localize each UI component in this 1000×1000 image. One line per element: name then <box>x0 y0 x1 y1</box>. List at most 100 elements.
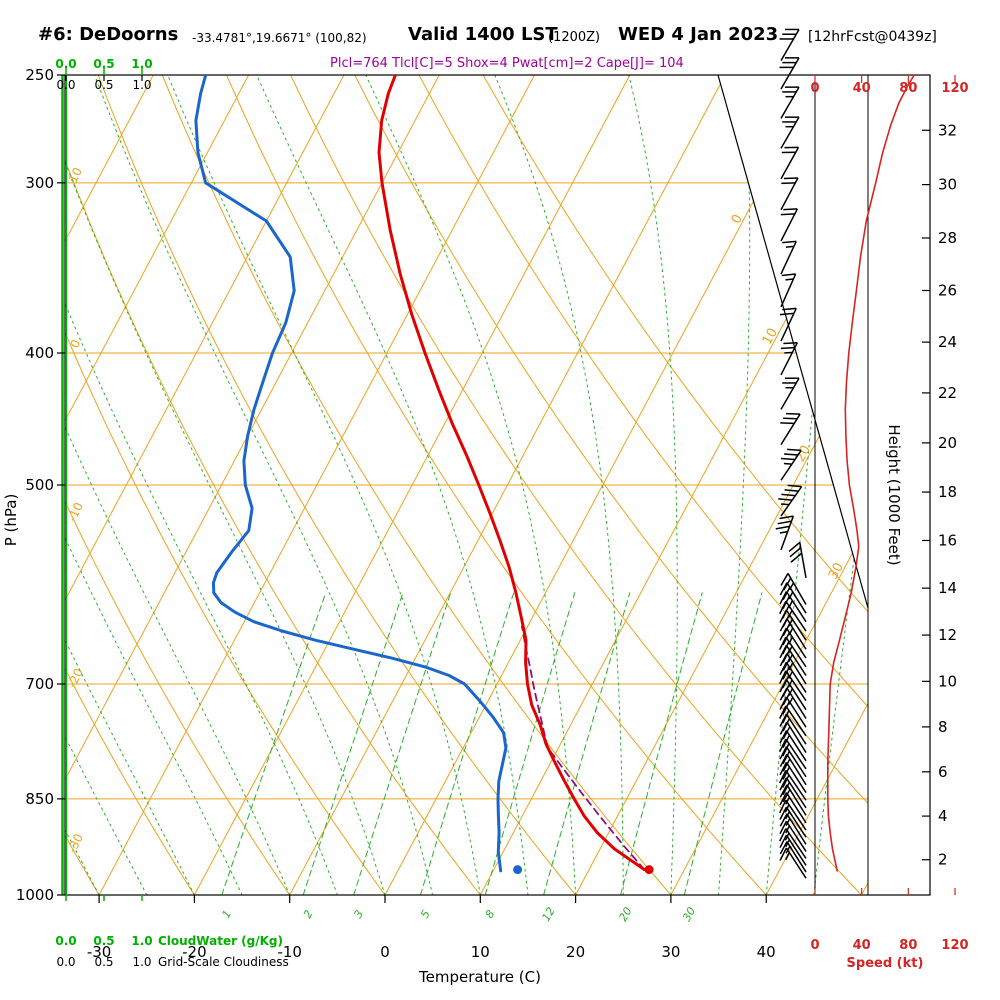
skew-boundary-diagonal <box>717 74 869 609</box>
moist-adiabat-line <box>94 75 434 895</box>
temperature-tick-label: 30 <box>661 943 680 961</box>
moist-adiabat-line <box>813 75 868 895</box>
dry-adiabat-line <box>65 75 195 895</box>
wind-barb-staff <box>786 753 807 786</box>
wind-barb-feather <box>779 653 788 667</box>
dry-adiabat-label: 0 <box>67 337 83 350</box>
isotherm-line <box>289 75 726 895</box>
mixing-ratio-label: 30 <box>680 905 698 924</box>
wind-barb-feather <box>788 541 801 552</box>
wind-barb-feather <box>779 847 788 861</box>
pressure-tick-label: 500 <box>25 476 54 494</box>
isotherm-line <box>65 75 440 895</box>
moist-adiabat-line <box>167 75 481 895</box>
wind-barb-feather <box>779 591 788 605</box>
dry-adiabat-line <box>65 75 291 895</box>
wind-barb-feather <box>779 515 794 520</box>
wind-barb-feather <box>779 696 788 710</box>
wind-barb-feather <box>782 692 791 706</box>
cloudwater-scale-label-bottom: 1.0 <box>131 934 152 948</box>
dry-adiabat-line <box>65 75 481 895</box>
wind-barb-feather <box>779 738 787 752</box>
moist-adiabat-line <box>365 75 577 895</box>
wind-barb-half-feather <box>785 818 791 826</box>
dry-adiabat-line <box>354 75 868 895</box>
wind-barb-feather <box>779 687 788 701</box>
wind-barb-feather <box>782 307 797 311</box>
wind-barb-feather <box>787 484 802 488</box>
wind-barb-feather <box>782 789 791 803</box>
wind-barb-feather <box>779 609 788 623</box>
wind-barb-feather <box>779 820 788 835</box>
wind-barb-feather <box>779 762 788 776</box>
cloudwater-scale-label-top: 0.0 <box>55 57 76 71</box>
moist-adiabat-line <box>65 75 386 895</box>
dry-adiabat-label: -20 <box>65 666 86 690</box>
wind-barb-feather <box>782 726 791 740</box>
wind-barb-half-feather <box>785 796 791 805</box>
wind-barb-half-feather <box>788 591 794 600</box>
wind-barb-feather <box>779 753 788 767</box>
mixing-ratio-line <box>221 592 327 895</box>
wind-barb-feather <box>778 498 793 501</box>
speed-tick-label-bottom: 40 <box>853 938 871 953</box>
grid-layer <box>65 75 868 895</box>
pressure-tick-label: 1000 <box>16 886 54 904</box>
height-tick-label: 30 <box>938 176 957 194</box>
wind-barb-half-feather <box>785 825 791 834</box>
wind-speed-trace <box>827 74 915 872</box>
wind-barb-feather <box>781 493 796 497</box>
wind-barb-feather <box>779 705 787 719</box>
surface-temp-dot <box>644 865 654 875</box>
height-tick-label: 22 <box>938 384 957 402</box>
moist-adiabat-line <box>256 75 529 895</box>
wind-barb-feather <box>780 346 795 350</box>
cloudiness-scale-label-bottom: 0.0 <box>56 955 75 969</box>
mixing-ratio-line <box>620 592 703 895</box>
wind-barb-feather <box>784 489 799 492</box>
wind-barb-feather <box>779 600 787 615</box>
wind-barb-staff <box>785 847 807 879</box>
mixing-ratio-line <box>683 592 763 895</box>
speed-tick-label-bottom: 120 <box>941 938 968 953</box>
valid-zulu: (1200Z) <box>548 30 601 45</box>
isotherm-line <box>765 75 868 895</box>
moist-adiabat-line <box>718 75 751 895</box>
cloudwater-scale-label-top: 0.5 <box>93 57 114 71</box>
speed-tick-label-top: 120 <box>941 81 968 96</box>
speed-tick-label-bottom: 80 <box>899 938 917 953</box>
stability-indices: Plcl=764 Tlcl[C]=5 Shox=4 Pwat[cm]=2 Cap… <box>330 56 684 71</box>
wind-barb-staff <box>786 721 807 753</box>
mixing-ratio-label: 3 <box>351 908 366 921</box>
temperature-tick-label: 0 <box>380 943 390 961</box>
cloudwater-scale-label-bottom: 0.0 <box>55 934 76 948</box>
wind-barb-feather <box>787 448 802 452</box>
temperature-tick-label: 20 <box>566 943 585 961</box>
height-tick-label: 8 <box>938 718 948 736</box>
cloudiness-scale-label-top: 0.5 <box>94 78 113 92</box>
forecast-tag: [12hrFcst@0439z] <box>808 29 937 45</box>
speed-axis-title: Speed (kt) <box>847 956 924 971</box>
wind-barb-feather <box>789 547 802 558</box>
height-tick-label: 18 <box>938 483 957 501</box>
wind-barb-half-feather <box>785 852 791 861</box>
height-tick-label: 14 <box>938 579 957 597</box>
wind-barb-feather <box>779 713 788 727</box>
height-tick-label: 28 <box>938 229 957 247</box>
wind-barb-feather <box>782 766 791 780</box>
dry-adiabat-line <box>65 75 386 895</box>
wind-barb-feather <box>782 666 791 680</box>
wind-barb-feather <box>779 618 788 632</box>
wind-barb-feather <box>782 781 791 796</box>
wind-barb-feather <box>782 586 791 601</box>
wind-barb-feather <box>779 627 788 641</box>
mixing-ratio-label: 1 <box>219 908 234 921</box>
wind-barb-feather <box>783 208 798 211</box>
temperature-tick-label: 40 <box>757 943 776 961</box>
temperature-tick-label: -20 <box>182 943 207 961</box>
height-tick-label: 10 <box>938 672 957 690</box>
wind-barb-staff <box>785 777 807 809</box>
isotherm-line <box>670 75 868 895</box>
